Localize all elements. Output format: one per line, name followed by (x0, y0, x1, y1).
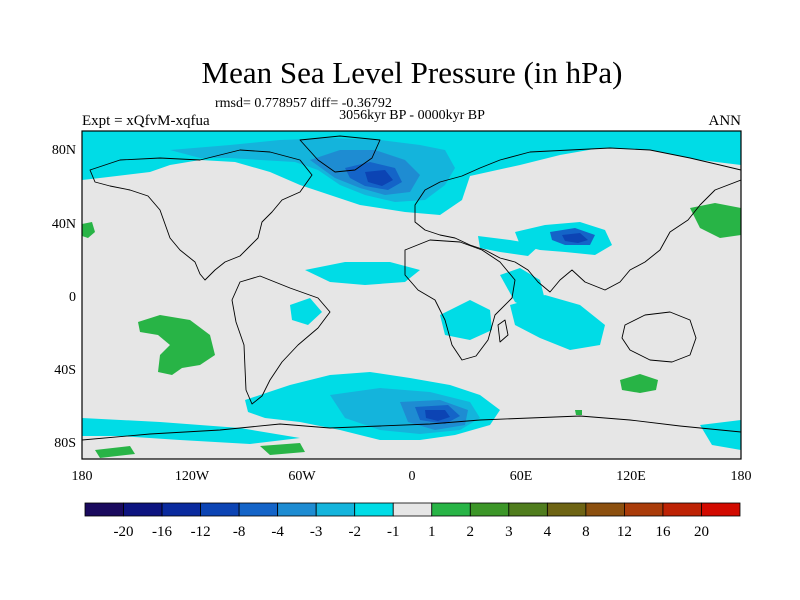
lat-tick-label: 80N (52, 143, 76, 158)
colorbar-label: 4 (544, 524, 552, 540)
colorbar-swatch (315, 502, 356, 517)
contour-antarctic-edge (82, 418, 300, 444)
contour-southern-core (425, 410, 450, 421)
contour-atlantic-neg (305, 262, 420, 285)
lon-tick-label: 60W (288, 469, 316, 484)
colorbar-label: -3 (310, 524, 323, 540)
coast-madagascar (497, 319, 509, 343)
contour-indian-neg (510, 295, 605, 350)
colorbar-swatch (200, 502, 240, 517)
coast-eurasia (414, 147, 741, 293)
contour-southpac-pos (620, 374, 658, 393)
season-label: ANN (709, 113, 742, 129)
contour-med-neg (478, 236, 540, 256)
coast-north-america (89, 149, 313, 281)
coast-australia (621, 311, 697, 363)
colorbar-swatch (508, 502, 548, 517)
period-label: 3056kyr BP - 0000kyr BP (339, 108, 485, 123)
colorbar-swatch (546, 502, 587, 517)
colorbar-swatch (701, 502, 741, 517)
colorbar-swatch (392, 502, 433, 517)
lat-tick-label: 40N (52, 217, 76, 232)
contour-pacific-pos (138, 315, 215, 375)
map-frame (81, 130, 742, 460)
lon-tick-label: 0 (409, 469, 416, 484)
colorbar-swatch (624, 502, 664, 517)
colorbar-label: -16 (152, 524, 172, 540)
colorbar: -20 -16 -12 -8 -4 -3 -2 -1 1 2 3 4 8 12 16 20 (84, 502, 741, 540)
contour-westpac-pos (690, 203, 741, 238)
map-panel (81, 130, 742, 460)
lon-tick-label: 120W (175, 469, 210, 484)
lon-tick-label: 180 (731, 469, 752, 484)
colorbar-label: -8 (233, 524, 246, 540)
lon-tick-label: 180 (72, 469, 93, 484)
lon-tick-label: 120E (616, 469, 646, 484)
contour-antarctic-pos1 (95, 446, 135, 458)
lon-tick-label: 60E (510, 469, 533, 484)
colorbar-swatch (662, 502, 702, 517)
colorbar-label: 8 (582, 524, 590, 540)
colorbar-swatch (161, 502, 201, 517)
longitude-axis: 180 120W 60W 0 60E 120E 180 (72, 469, 752, 484)
coast-greenland (299, 135, 381, 173)
colorbar-swatch (123, 502, 163, 517)
colorbar-label: -2 (348, 524, 361, 540)
colorbar-label: -4 (271, 524, 284, 540)
colorbar-label: 2 (467, 524, 475, 540)
colorbar-label: 20 (694, 524, 709, 540)
colorbar-swatch (277, 502, 317, 517)
experiment-label: Expt = xQfvM-xqfua (82, 113, 210, 129)
colorbar-label: -12 (191, 524, 211, 540)
contour-antarctic-pos2 (260, 443, 305, 455)
colorbar-swatch (84, 502, 124, 517)
contour-antarctic-pos3 (575, 410, 582, 415)
coast-south-america (231, 275, 331, 405)
contour-antarctic-east (700, 420, 741, 450)
stats-label: rmsd= 0.778957 diff= -0.36792 (215, 96, 392, 111)
contour-hawaii-pos (82, 222, 95, 238)
latitude-axis: 80N 40N 0 40S 80S (52, 143, 76, 451)
contour-tibet-core (562, 233, 588, 243)
colorbar-label: 1 (428, 524, 436, 540)
colorbar-label: -1 (387, 524, 400, 540)
colorbar-swatch (431, 502, 471, 517)
anomaly-contours (82, 131, 741, 458)
colorbar-swatch (238, 502, 279, 517)
contour-africa-neg (440, 300, 492, 340)
lat-tick-label: 80S (54, 436, 76, 451)
colorbar-label: 12 (617, 524, 632, 540)
lat-tick-label: 40S (54, 363, 76, 378)
coastlines (82, 135, 741, 441)
lat-tick-label: 0 (69, 290, 76, 305)
figure-title: Mean Sea Level Pressure (in hPa) (202, 55, 623, 90)
coast-africa (404, 239, 516, 361)
colorbar-swatch (354, 502, 394, 517)
colorbar-label: -20 (114, 524, 134, 540)
contour-brazil-neg (290, 298, 322, 325)
contour-arctic-core (365, 170, 393, 186)
colorbar-label: 16 (655, 524, 671, 540)
coast-antarctica (82, 415, 741, 441)
colorbar-swatch (469, 502, 510, 517)
colorbar-swatch (585, 502, 625, 517)
colorbar-label: 3 (505, 524, 513, 540)
